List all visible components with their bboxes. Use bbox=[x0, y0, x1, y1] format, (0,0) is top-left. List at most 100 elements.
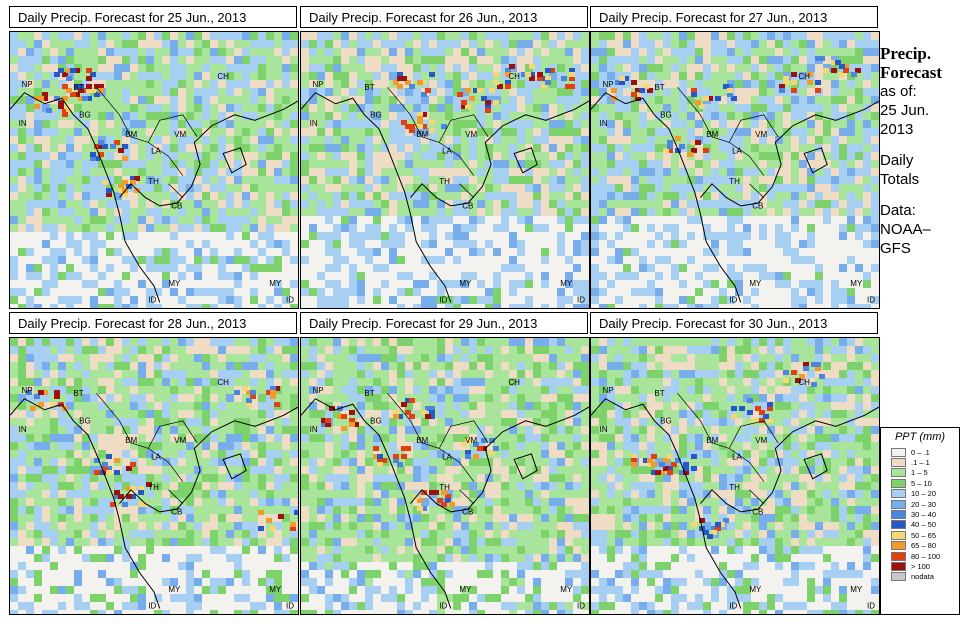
heavy-rain-cell bbox=[659, 470, 665, 475]
country-label: CB bbox=[462, 202, 473, 211]
country-label: BG bbox=[370, 111, 382, 120]
heavy-rain-cell bbox=[102, 470, 108, 475]
legend-label: 65 – 80 bbox=[911, 541, 937, 551]
heavy-rain-cell bbox=[545, 80, 551, 85]
legend-label: 0 – .1 bbox=[911, 447, 930, 457]
legend-swatch bbox=[891, 478, 906, 488]
forecast-info: Precip. Forecast as of: 25 Jun. 2013 Dai… bbox=[880, 44, 960, 258]
legend-item: > 100 bbox=[881, 561, 959, 571]
heavy-rain-cell bbox=[545, 76, 551, 81]
heavy-rain-cell bbox=[98, 88, 104, 93]
heavy-rain-cell bbox=[409, 124, 415, 129]
heavy-rain-cell bbox=[86, 76, 92, 81]
heavy-rain-cell bbox=[66, 88, 72, 93]
country-label: TH bbox=[439, 177, 450, 186]
heavy-rain-cell bbox=[429, 410, 435, 415]
heavy-rain-cell bbox=[485, 108, 491, 113]
heavy-rain-cell bbox=[62, 112, 68, 117]
heavy-rain-cell bbox=[106, 466, 112, 471]
heavy-rain-cell bbox=[138, 502, 144, 507]
country-label: VM bbox=[174, 130, 186, 139]
heavy-rain-cell bbox=[707, 534, 713, 539]
heavy-rain-cell bbox=[62, 108, 68, 113]
heavy-rain-cell bbox=[651, 454, 657, 459]
heavy-rain-cell bbox=[401, 454, 407, 459]
heavy-rain-cell bbox=[86, 68, 92, 73]
heavy-rain-cell bbox=[130, 176, 136, 181]
heavy-rain-cell bbox=[489, 88, 495, 93]
country-label: CH bbox=[217, 378, 229, 387]
precip-map: NP BT IN BG BM CH VM LA TH CB MY ID MY ID bbox=[9, 337, 299, 615]
legend-item: 30 – 40 bbox=[881, 509, 959, 520]
heavy-rain-cell bbox=[473, 88, 479, 93]
heavy-rain-cell bbox=[727, 92, 733, 97]
heavy-rain-cell bbox=[779, 88, 785, 93]
heavy-rain-cell bbox=[493, 72, 499, 77]
heavy-rain-cell bbox=[325, 418, 331, 423]
heavy-rain-cell bbox=[381, 458, 387, 463]
heavy-rain-cell bbox=[675, 136, 681, 141]
heavy-rain-cell bbox=[106, 188, 112, 193]
heavy-rain-cell bbox=[481, 438, 487, 443]
legend-swatch bbox=[891, 447, 906, 457]
heavy-rain-cell bbox=[409, 84, 415, 89]
heavy-rain-cell bbox=[703, 148, 709, 153]
heavy-rain-cell bbox=[294, 510, 298, 515]
country-label: IN bbox=[310, 119, 318, 128]
heavy-rain-cell bbox=[663, 148, 669, 153]
heavy-rain-cell bbox=[90, 152, 96, 157]
heavy-rain-cell bbox=[699, 518, 705, 523]
heavy-rain-cell bbox=[122, 156, 128, 161]
heavy-rain-cell bbox=[94, 156, 100, 161]
coastline bbox=[700, 100, 879, 207]
country-label: CB bbox=[752, 202, 763, 211]
country-label: BG bbox=[660, 111, 672, 120]
heavy-rain-cell bbox=[98, 84, 104, 89]
country-label: ID bbox=[867, 295, 875, 304]
coastline bbox=[513, 147, 538, 174]
heavy-rain-cell bbox=[246, 390, 252, 395]
heavy-rain-cell bbox=[763, 414, 769, 419]
heavy-rain-cell bbox=[98, 140, 104, 145]
heavy-rain-cell bbox=[481, 446, 487, 451]
heavy-rain-cell bbox=[465, 450, 471, 455]
legend-label: 80 – 100 bbox=[911, 551, 941, 561]
heavy-rain-cell bbox=[783, 76, 789, 81]
heavy-rain-cell bbox=[421, 92, 427, 97]
heavy-rain-cell bbox=[98, 152, 104, 157]
heavy-rain-cell bbox=[54, 390, 60, 395]
heavy-rain-cell bbox=[401, 402, 407, 407]
data-line3: GFS bbox=[880, 240, 911, 257]
heavy-rain-cell bbox=[38, 96, 44, 101]
heavy-rain-cell bbox=[767, 402, 773, 407]
heavy-rain-cell bbox=[270, 526, 276, 531]
country-label: ID bbox=[729, 295, 737, 304]
heavy-rain-cell bbox=[831, 68, 837, 73]
legend-label: > 100 bbox=[911, 561, 930, 571]
heavy-rain-cell bbox=[751, 418, 757, 423]
heavy-rain-cell bbox=[505, 80, 511, 85]
heavy-rain-cell bbox=[270, 394, 276, 399]
forecast-panel: Daily Precip. Forecast for 28 Jun., 2013… bbox=[9, 312, 299, 616]
country-label: NP bbox=[603, 80, 614, 89]
heavy-rain-cell bbox=[274, 386, 280, 391]
coastline bbox=[222, 147, 247, 174]
heavy-rain-cell bbox=[457, 92, 463, 97]
forecast-panel: Daily Precip. Forecast for 30 Jun., 2013… bbox=[590, 312, 880, 616]
heavy-rain-cell bbox=[815, 88, 821, 93]
heavy-rain-cell bbox=[569, 84, 575, 89]
heavy-rain-cell bbox=[631, 92, 637, 97]
heavy-rain-cell bbox=[823, 68, 829, 73]
heavy-rain-cell bbox=[142, 502, 148, 507]
legend-label: 50 – 65 bbox=[911, 530, 937, 540]
heavy-rain-cell bbox=[631, 462, 637, 467]
heavy-rain-cell bbox=[349, 418, 355, 423]
country-label: VM bbox=[465, 436, 477, 445]
heavy-rain-cell bbox=[397, 462, 403, 467]
heavy-rain-cell bbox=[671, 462, 677, 467]
coastline bbox=[10, 92, 161, 303]
heavy-rain-cell bbox=[373, 446, 379, 451]
heavy-rain-cell bbox=[349, 422, 355, 427]
heavy-rain-cell bbox=[401, 446, 407, 451]
